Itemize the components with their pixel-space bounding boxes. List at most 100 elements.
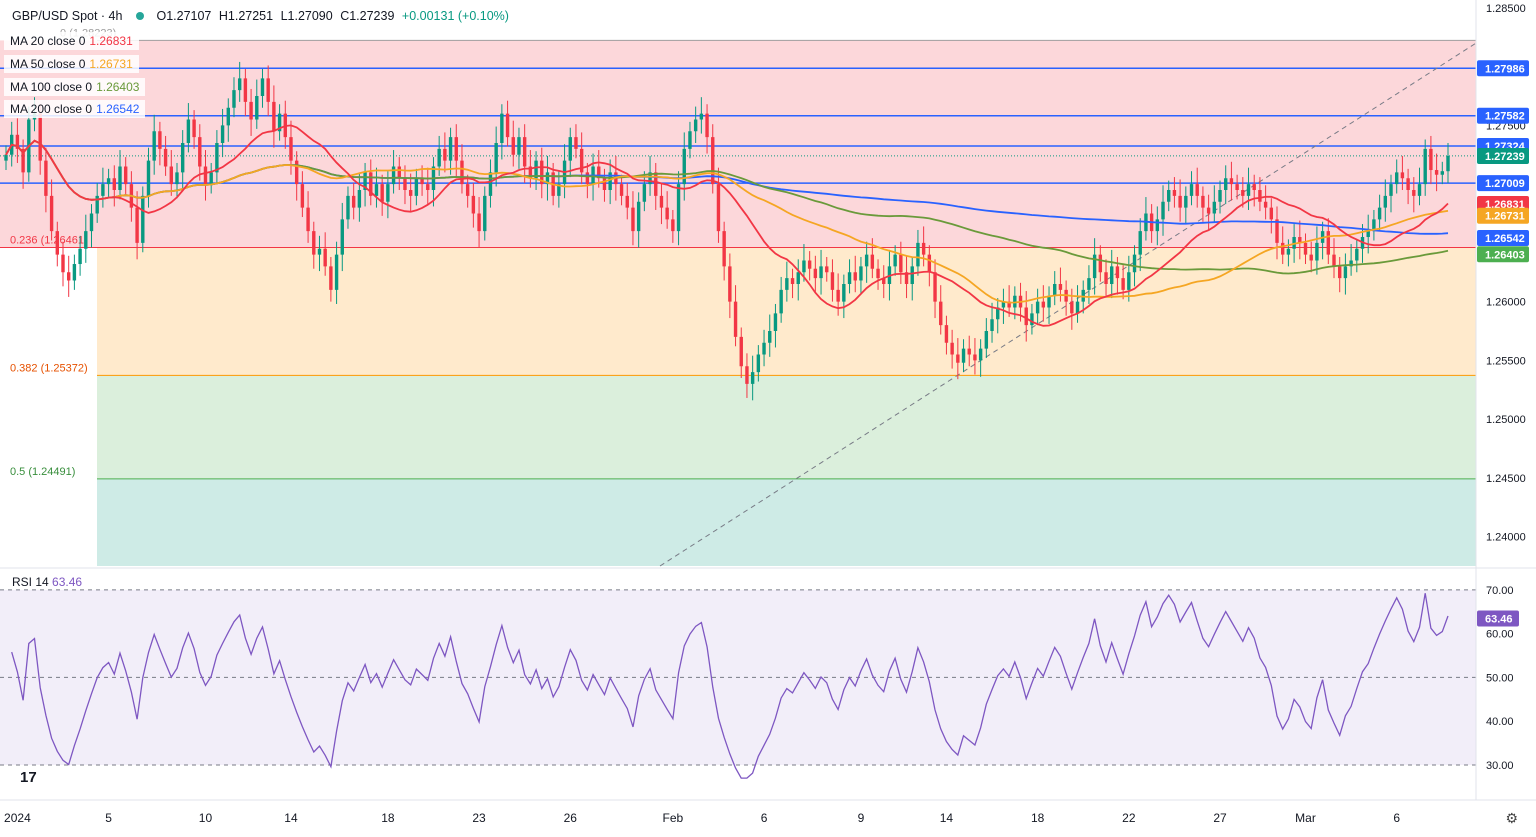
candle-body (585, 172, 590, 185)
candle-body (522, 137, 527, 167)
candle-body (1195, 184, 1199, 196)
time-tick-label: 2024 (4, 811, 31, 825)
price-axis[interactable]: 1.285001.275001.260001.255001.250001.245… (1475, 0, 1529, 800)
candle-body (1127, 272, 1131, 290)
chart-header: GBP/USD Spot · 4h O1.27107 H1.27251 L1.2… (12, 9, 513, 23)
candle-body (1429, 148, 1433, 171)
candle-body (408, 190, 413, 196)
candle-body (420, 178, 424, 185)
ohlc-values: O1.27107 H1.27251 L1.27090 C1.27239 +0.0… (156, 9, 512, 23)
candle-body (1121, 278, 1125, 290)
candle-body (944, 325, 949, 343)
rsi-tick-label: 50.00 (1486, 672, 1514, 684)
candle-body (1440, 171, 1445, 175)
candle-body (779, 289, 783, 314)
price-label-text: 1.27239 (1485, 151, 1525, 163)
candle-body (1041, 301, 1046, 308)
price-tick-label: 1.24500 (1486, 473, 1526, 485)
candle-body (1075, 301, 1080, 314)
ma100-legend[interactable]: MA 100 close 0 1.26403 (4, 78, 146, 96)
rsi-legend[interactable]: RSI 14 63.46 (12, 575, 82, 589)
candle-body (722, 231, 726, 267)
candle-body (933, 272, 937, 302)
candle-body (1366, 231, 1370, 237)
ma200-legend[interactable]: MA 200 close 0 1.26542 (4, 100, 146, 118)
candle-body (557, 184, 561, 196)
rsi-tick-label: 60.00 (1486, 629, 1514, 641)
candle-body (1235, 184, 1239, 190)
candle-body (745, 366, 749, 384)
settings-gear-icon[interactable]: ⚙ (1505, 810, 1518, 826)
candle-body (847, 272, 852, 284)
candle-body (807, 260, 812, 269)
candle-body (1286, 248, 1291, 255)
candle-body (1263, 201, 1268, 208)
fib-label: 0.236 (1.26461) (10, 234, 88, 246)
candle-body (146, 160, 151, 196)
fib-zone-1 (0, 40, 1476, 248)
candle-body (152, 131, 156, 161)
candle-body (329, 266, 333, 290)
time-axis[interactable]: 2024 5 10 14 18 23 26 Feb 6 9 14 18 22 27 Mar 6 (0, 799, 1536, 825)
candle-body (89, 213, 94, 232)
candle-body (1355, 248, 1359, 261)
ma50-legend[interactable]: MA 50 close 0 1.26731 (4, 55, 139, 73)
fib-zone-3 (97, 375, 1476, 479)
symbol-title[interactable]: GBP/USD Spot · 4h (12, 9, 123, 23)
candle-body (448, 137, 453, 161)
open-value: O1.27107 (156, 9, 212, 23)
candle-body (84, 231, 88, 249)
fib-zone-4 (97, 478, 1476, 566)
candle-body (1155, 219, 1160, 232)
price-tick-label: 1.25500 (1486, 355, 1526, 367)
candle-body (1070, 301, 1074, 314)
tradingview-logo-icon[interactable]: 17 (20, 769, 37, 786)
candle-body (175, 172, 179, 185)
candle-body (1098, 254, 1103, 273)
candle-body (802, 260, 806, 273)
rsi-tick-label: 70.00 (1486, 585, 1514, 597)
candle-body (1115, 266, 1120, 279)
candle-body (232, 90, 236, 108)
time-tick-label: 14 (940, 811, 954, 825)
candle-body (198, 137, 202, 167)
candle-body (1298, 237, 1302, 243)
candle-body (1047, 295, 1051, 308)
candle-body (1229, 178, 1234, 185)
time-tick-label: 18 (1031, 811, 1045, 825)
candle-body (135, 207, 139, 243)
candle-body (773, 313, 778, 331)
candle-body (1218, 190, 1222, 202)
candle-body (289, 137, 293, 161)
candle-body (676, 184, 681, 232)
candle-body (904, 272, 909, 284)
candle-body (517, 137, 521, 155)
candle-body (853, 272, 857, 281)
candle-body (1246, 184, 1251, 196)
candle-body (819, 266, 823, 279)
candle-body (1417, 184, 1422, 196)
candle-body (357, 190, 362, 208)
candle-body (403, 178, 407, 190)
candle-body (141, 195, 145, 243)
candle-body (118, 166, 122, 190)
candle-body (180, 143, 185, 173)
candle-body (1201, 195, 1205, 208)
candle-body (619, 184, 624, 196)
price-label-tag (1477, 246, 1529, 263)
candle-body (460, 160, 464, 185)
ma50-label: MA 50 close 0 (10, 57, 86, 71)
candle-body (910, 266, 914, 284)
price-tick-label: 1.25000 (1486, 414, 1526, 426)
candle-body (1252, 184, 1256, 190)
candle-body (825, 266, 829, 273)
candle-body (625, 195, 629, 208)
candle-body (21, 148, 25, 173)
candle-body (346, 195, 350, 220)
candle-body (790, 278, 795, 284)
time-tick-label: 27 (1213, 811, 1227, 825)
candle-body (648, 172, 652, 185)
price-label-text: 1.27582 (1485, 111, 1525, 123)
ma20-legend[interactable]: MA 20 close 0 1.26831 (4, 32, 139, 50)
